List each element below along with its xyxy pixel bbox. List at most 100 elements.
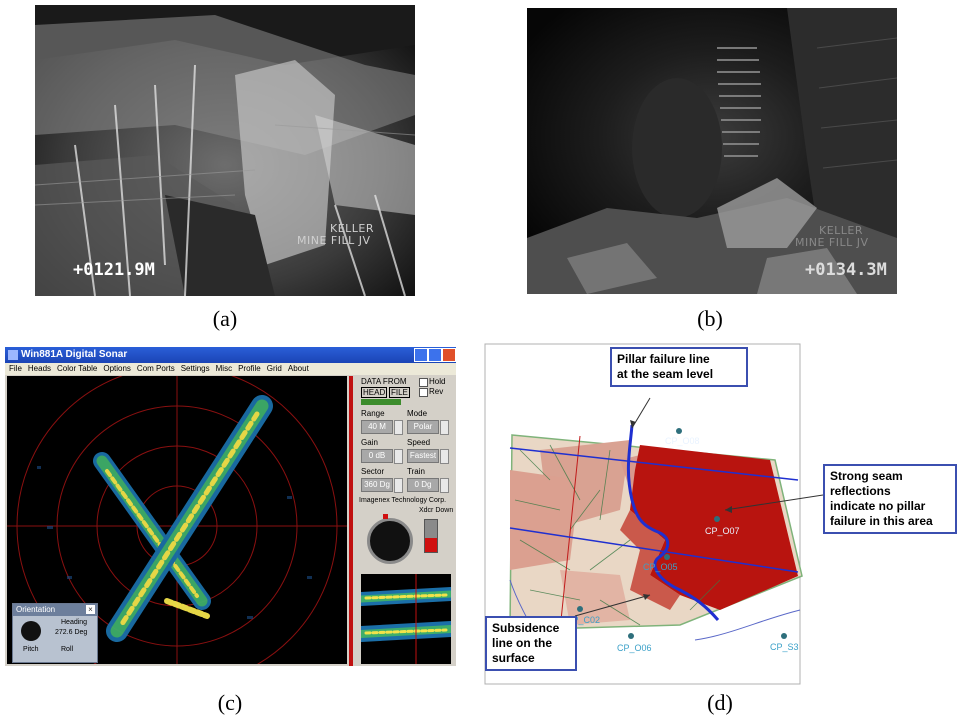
sector-field[interactable]: 360 Dg	[361, 478, 393, 492]
callout-strong-line3: indicate no pillar	[830, 499, 926, 513]
gain-label: Gain	[361, 438, 378, 447]
pitch-label: Pitch	[23, 646, 39, 653]
menu-settings[interactable]: Settings	[180, 364, 210, 373]
gain-spinner[interactable]	[394, 449, 403, 464]
gain-field[interactable]: 0 dB	[361, 449, 393, 463]
survey-block	[509, 434, 803, 631]
station-dot-o07	[714, 516, 720, 522]
minimize-button[interactable]	[414, 348, 428, 362]
profile-preview	[361, 574, 451, 664]
callout-strong-line1: Strong seam	[830, 469, 903, 483]
caption-d: (d)	[707, 690, 733, 715]
range-label: Range	[361, 409, 385, 418]
sonar-menu-bar: File Heads Color Table Options Com Ports Sett…	[5, 363, 456, 375]
close-button[interactable]	[442, 348, 456, 362]
photo-b: KELLER MINE FILL JV +0134.3M	[527, 8, 897, 294]
sonar-title-bar: Win881A Digital Sonar	[5, 347, 456, 363]
rev-checkbox[interactable]	[419, 388, 428, 397]
caption-c: (c)	[217, 690, 243, 715]
sonar-display	[7, 376, 347, 664]
callout-subsidence-line3: surface	[492, 651, 535, 665]
xdcr-gauge-fill	[425, 538, 437, 552]
xdcr-down-label: Xdcr Down	[419, 507, 454, 514]
callout-subsidence: Subsidence line on the surface	[485, 616, 577, 671]
data-from-label: DATA FROM	[361, 377, 407, 386]
rev-label: Rev	[429, 387, 444, 396]
mode-spinner[interactable]	[440, 420, 449, 435]
callout-subsidence-line1: Subsidence	[492, 621, 560, 635]
hold-checkbox[interactable]	[419, 378, 428, 387]
callout-strong-line4: failure in this area	[830, 514, 933, 528]
train-spinner[interactable]	[440, 478, 449, 493]
dial-red-marker	[383, 514, 388, 519]
photo-b-depth-readout: +0134.3M	[805, 260, 887, 280]
photo-a-depth-readout: +0121.9M	[73, 260, 155, 280]
speed-spinner[interactable]	[440, 449, 449, 464]
photo-a-watermark-line2: MINE FILL JV	[297, 234, 371, 247]
hold-label: Hold	[429, 377, 446, 386]
callout-pillar-failure-line2: at the seam level	[617, 367, 714, 381]
station-dot-o05	[664, 554, 670, 560]
orientation-panel: Orientation × Heading 272.6 Deg Pitch Ro…	[12, 603, 98, 663]
caption-a: (a)	[212, 306, 238, 331]
menu-grid[interactable]: Grid	[266, 364, 282, 373]
photo-b-watermark-line1: KELLER	[819, 224, 864, 237]
photo-b-image	[527, 8, 897, 294]
menu-profile[interactable]: Profile	[238, 364, 261, 373]
station-label-o05: CP_O05	[643, 562, 678, 572]
head-tab[interactable]: HEAD	[361, 387, 388, 398]
red-indicator-bar	[349, 376, 353, 666]
window-title: Win881A Digital Sonar	[21, 349, 128, 360]
station-label-c02: CP_C02	[566, 615, 601, 625]
menu-about[interactable]: About	[287, 364, 309, 373]
heading-value: 272.6 Deg	[55, 629, 88, 636]
map-panel: CP_O07 CP_O05 CP_O08 CP_C02 CP_O06 CP_S3…	[480, 340, 957, 686]
station-label-o08: CP_O08	[665, 436, 700, 446]
callout-strong-reflections: Strong seam reflections indicate no pill…	[823, 464, 957, 534]
strong-reflection-area	[630, 445, 798, 610]
sector-spinner[interactable]	[394, 478, 403, 493]
train-label: Train	[407, 467, 425, 476]
mode-field[interactable]: Polar	[407, 420, 439, 434]
orientation-title: Orientation	[16, 605, 56, 614]
callout-pillar-failure-line1: Pillar failure line	[617, 352, 710, 366]
speed-field[interactable]: Fastest	[407, 449, 439, 463]
callout-subsidence-line2: line on the	[492, 636, 552, 650]
control-panel: DATA FROM HEAD FILE Hold Rev Range 40 M …	[349, 376, 454, 666]
orientation-compass	[21, 621, 41, 641]
menu-com-ports[interactable]: Com Ports	[136, 364, 175, 373]
menu-misc[interactable]: Misc	[215, 364, 233, 373]
file-tab[interactable]: FILE	[389, 387, 410, 398]
status-green-text	[361, 399, 401, 405]
map-figure	[484, 343, 824, 685]
heading-label: Heading	[61, 619, 88, 626]
orientation-close-icon[interactable]: ×	[86, 605, 95, 614]
station-dot-o08	[676, 428, 682, 434]
station-label-o06: CP_O06	[617, 643, 652, 653]
range-spinner[interactable]	[394, 420, 403, 435]
train-field[interactable]: 0 Dg	[407, 478, 439, 492]
orientation-title-bar: Orientation ×	[13, 604, 97, 616]
caption-b: (b)	[697, 306, 723, 331]
xdcr-gauge	[424, 519, 438, 553]
sonar-window: Win881A Digital Sonar File Heads Color Tab…	[5, 347, 456, 666]
station-label-s3: CP_S3	[770, 642, 799, 652]
company-label: Imagenex Technology Corp.	[359, 497, 447, 504]
station-dot-o06	[628, 633, 634, 639]
station-dot-c02	[577, 606, 583, 612]
menu-color-table[interactable]: Color Table	[57, 364, 98, 373]
maximize-button[interactable]	[428, 348, 442, 362]
menu-options[interactable]: Options	[103, 364, 131, 373]
photo-a-watermark-line1: KELLER	[330, 222, 375, 235]
menu-heads[interactable]: Heads	[27, 364, 52, 373]
photo-b-watermark-line2: MINE FILL JV	[795, 236, 869, 249]
mode-label: Mode	[407, 409, 428, 418]
head-position-dial[interactable]	[367, 518, 413, 564]
callout-strong-line2: reflections	[830, 484, 891, 498]
menu-file[interactable]: File	[9, 364, 22, 373]
photo-a-image	[35, 5, 415, 296]
callout-pillar-failure: Pillar failure line at the seam level	[610, 347, 748, 387]
speed-label: Speed	[407, 438, 431, 447]
range-field[interactable]: 40 M	[361, 420, 393, 434]
station-dot-s3	[781, 633, 787, 639]
